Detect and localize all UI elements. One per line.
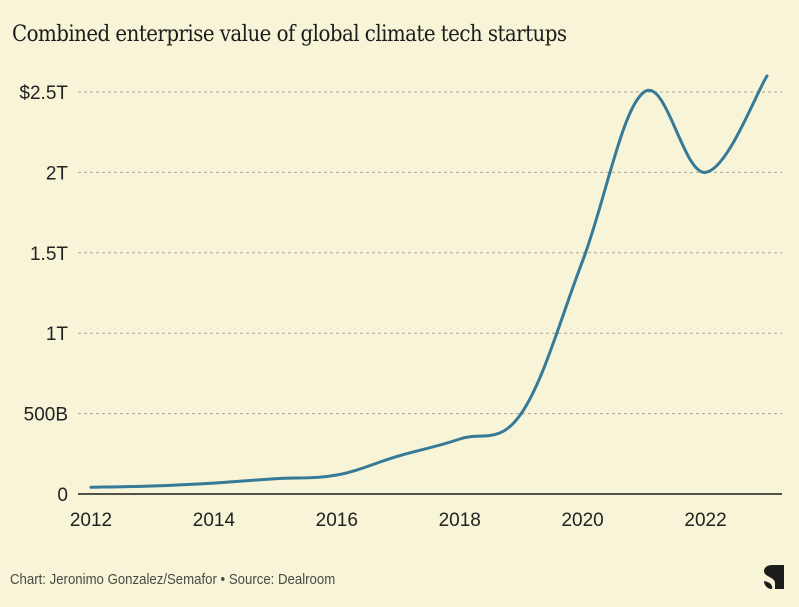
x-tick-label: 2016 — [316, 510, 358, 531]
y-tick-label: 2T — [46, 163, 69, 184]
y-tick-label: 500B — [24, 405, 68, 426]
series-line-enterprise-value — [89, 74, 769, 489]
y-tick-label: 0 — [57, 485, 68, 506]
y-axis-ticks: 0 500B 1T 1.5T 2T $2.5T — [19, 83, 68, 506]
x-tick-label: 2020 — [561, 510, 603, 531]
x-tick-label: 2014 — [193, 510, 236, 531]
x-tick-label: 2012 — [70, 510, 112, 531]
semafor-logo-icon — [764, 565, 784, 589]
chart-title: Combined enterprise value of global clim… — [12, 22, 567, 47]
x-tick-label: 2022 — [684, 510, 726, 531]
y-tick-label: $2.5T — [19, 83, 68, 104]
x-tick-label: 2018 — [439, 510, 481, 531]
y-tick-label: 1T — [46, 324, 69, 345]
gridlines — [78, 91, 782, 415]
x-axis-ticks: 2012 2014 2016 2018 2020 2022 — [70, 510, 727, 531]
chart-credit-source: Chart: Jeronimo Gonzalez/Semafor • Sourc… — [10, 571, 336, 588]
y-tick-label: 1.5T — [30, 244, 68, 265]
